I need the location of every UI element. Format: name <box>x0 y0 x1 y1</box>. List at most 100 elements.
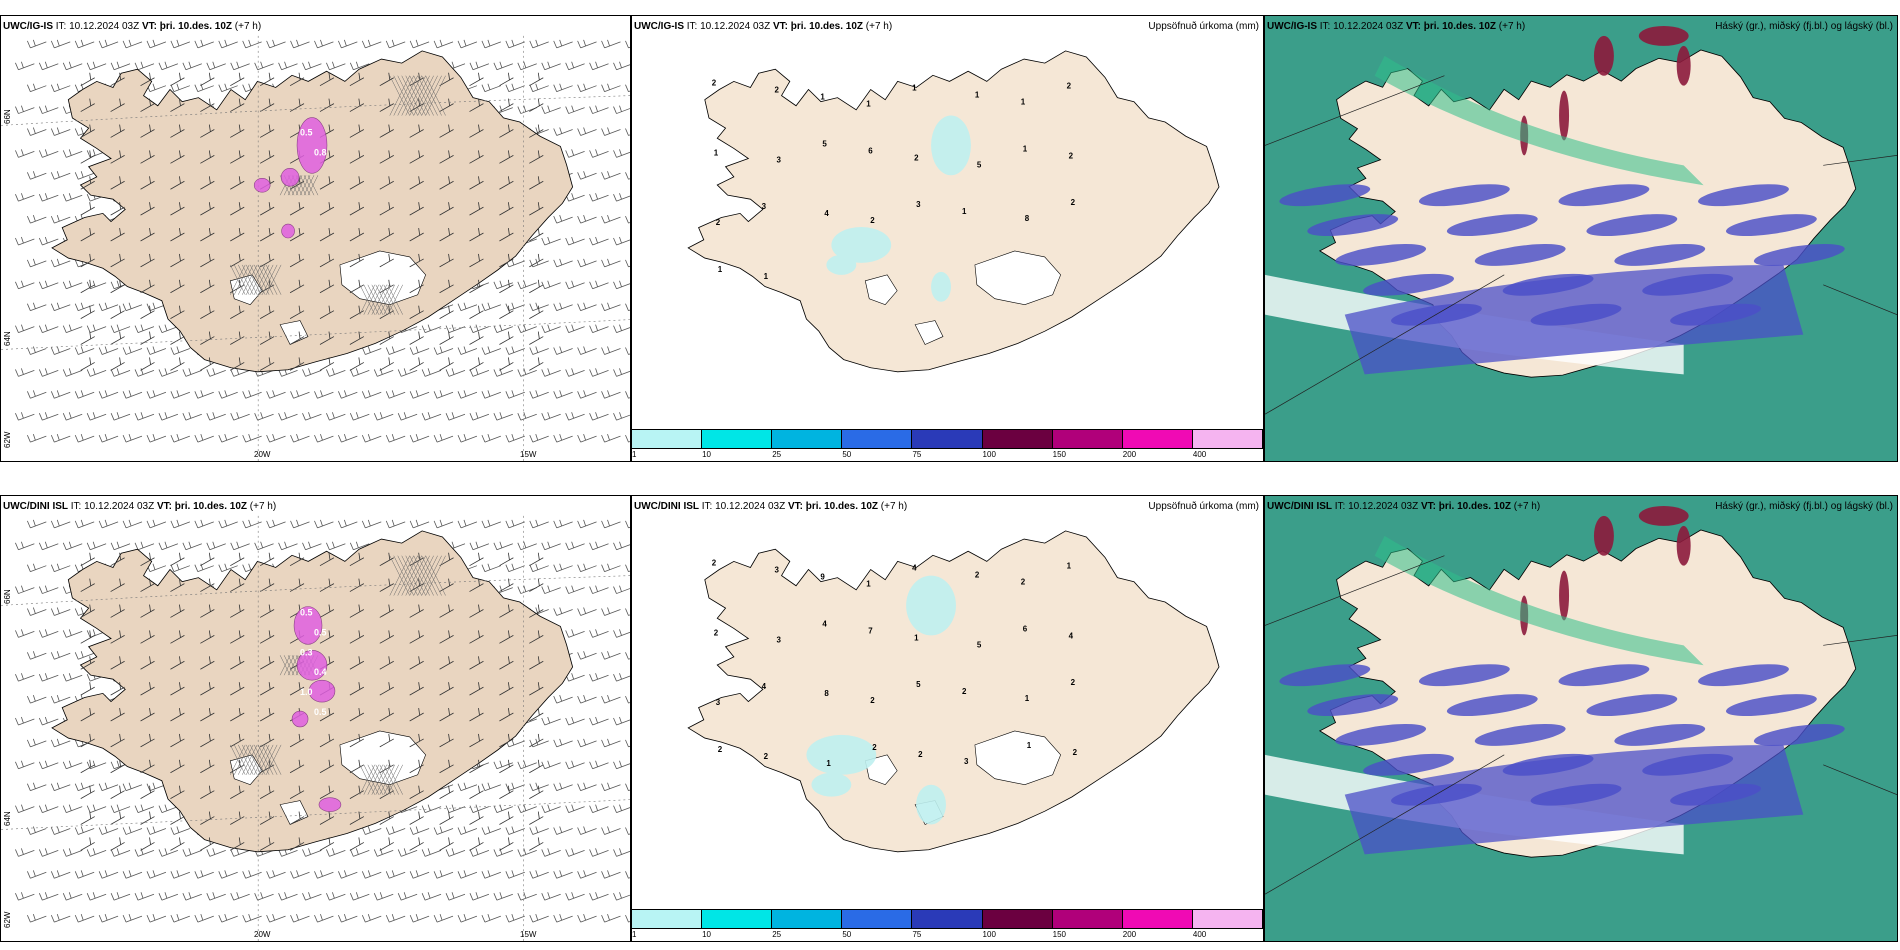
colorbar-tick: 75 <box>912 450 922 459</box>
wind-snow-map-panel-row2: UWC/DINI ISL IT: 10.12.2024 03Z VT: þri.… <box>0 495 631 942</box>
colorbar-segment <box>772 910 843 928</box>
valid-time: þri. 10.des. 10Z <box>159 21 233 32</box>
precip-value-label: 2 <box>716 218 721 227</box>
precip-value-label: 1 <box>962 207 967 216</box>
precip-value-label: 2 <box>870 216 875 225</box>
colorbar-tick: 400 <box>1192 450 1207 459</box>
precip-value-label: 2 <box>1069 151 1074 160</box>
precip-value-label: 1 <box>866 100 871 109</box>
precip-value-label: 4 <box>762 682 767 691</box>
snow-value-label: 0.3 <box>300 647 312 657</box>
colorbar-tick: 50 <box>842 450 852 459</box>
precip-value-label: 1 <box>975 91 980 100</box>
colorbar-segment <box>1192 910 1263 928</box>
snow-value-label: 0.5 <box>314 707 326 717</box>
precip-value-label: 1 <box>718 265 723 274</box>
precip-value-label: 2 <box>1021 578 1026 587</box>
snow-value-label: 0.5 <box>300 607 312 617</box>
lead-time: (+7 h) <box>249 501 277 512</box>
precip-value-label: 3 <box>762 202 767 211</box>
cloud-map-panel-row1: UWC/IG-IS IT: 10.12.2024 03Z VT: þri. 10… <box>1264 15 1898 462</box>
colorbar-tick: 200 <box>1122 930 1137 939</box>
precip-colorbar <box>632 429 1263 449</box>
colorbar-tick: 25 <box>772 930 782 939</box>
snow-value-label: 1.0 <box>300 687 312 697</box>
precip-value-label: 2 <box>764 752 769 761</box>
precip-value-label: 9 <box>820 573 825 582</box>
precip-value-label: 6 <box>868 146 873 155</box>
wind-barb-map: 0.50.8 <box>1 35 630 461</box>
precip-colorbar <box>632 909 1263 929</box>
panel-header: UWC/DINI ISL IT: 10.12.2024 03Z VT: þri.… <box>634 501 1259 512</box>
colorbar-tick: 100 <box>982 450 996 459</box>
panel-header: UWC/IG-IS IT: 10.12.2024 03Z VT: þri. 10… <box>3 21 262 32</box>
precip-value-label: 2 <box>775 86 780 95</box>
precip-value-label: 3 <box>775 566 780 575</box>
lat-label-62w: 62W <box>3 431 12 448</box>
colorbar-segment <box>772 430 843 448</box>
colorbar-tick: 1 <box>632 930 637 939</box>
colorbar-segment <box>912 430 983 448</box>
colorbar-tick: 1 <box>632 450 637 459</box>
precip-value-label: 2 <box>1071 678 1076 687</box>
precip-value-label: 2 <box>1071 198 1076 207</box>
snow-value-label: 0.4 <box>314 667 326 677</box>
colorbar-tick-labels: 1 10 25 50 75 100 150 200 400 <box>632 450 1263 461</box>
colorbar-segment <box>1192 430 1263 448</box>
init-time: 10.12.2024 03Z <box>84 501 155 512</box>
init-time: 10.12.2024 03Z <box>69 21 140 32</box>
valid-time: þri. 10.des. 10Z <box>174 501 248 512</box>
panel-header: UWC/DINI ISL IT: 10.12.2024 03Z VT: þri.… <box>3 501 277 512</box>
model-name: UWC/IG-IS <box>3 21 53 32</box>
colorbar-tick: 25 <box>772 450 782 459</box>
panel-header: UWC/IG-IS IT: 10.12.2024 03Z VT: þri. 10… <box>1267 21 1893 32</box>
colorbar-segment <box>1052 430 1123 448</box>
precip-value-label: 2 <box>718 745 723 754</box>
colorbar-tick: 200 <box>1122 450 1137 459</box>
colorbar-tick-labels: 1 10 25 50 75 100 150 200 400 <box>632 930 1263 941</box>
precip-map: 2 2 1 1 1 1 1 2 1 3 5 6 2 5 1 2 2 3 4 2 3 1 8 2 1 1 <box>687 50 1220 373</box>
precip-value-label: 2 <box>712 559 717 568</box>
precip-map: 2 3 9 1 4 2 2 1 2 3 4 7 1 5 6 4 3 4 8 2 5 2 1 2 2 2 1 2 2 3 1 2 <box>687 530 1220 853</box>
colorbar-segment <box>702 430 773 448</box>
precip-value-label: 4 <box>912 564 917 573</box>
precip-value-label: 2 <box>872 743 877 752</box>
precip-value-label: 1 <box>866 580 871 589</box>
lon-label-15w: 15W <box>520 450 537 459</box>
snow-value-label: 0.8 <box>314 147 326 157</box>
precip-value-label: 7 <box>868 626 873 635</box>
colorbar-segment <box>982 430 1053 448</box>
precip-value-label: 2 <box>914 153 919 162</box>
model-name: UWC/DINI ISL <box>3 501 68 512</box>
colorbar-tick: 10 <box>702 930 712 939</box>
colorbar-segment <box>912 910 983 928</box>
precip-value-label: 3 <box>716 698 721 707</box>
precip-value-label: 3 <box>777 155 782 164</box>
colorbar-tick: 50 <box>842 930 852 939</box>
cloud-map <box>1265 496 1897 941</box>
wind-snow-map-panel-row1: UWC/IG-IS IT: 10.12.2024 03Z VT: þri. 10… <box>0 15 631 462</box>
precip-value-label: 1 <box>764 272 769 281</box>
precip-value-label: 1 <box>1021 98 1026 107</box>
colorbar-tick: 400 <box>1192 930 1207 939</box>
cloud-map-panel-row2: UWC/DINI ISL IT: 10.12.2024 03Z VT: þri.… <box>1264 495 1898 942</box>
precip-value-label: 5 <box>977 640 982 649</box>
colorbar-segment <box>702 910 773 928</box>
lead-time: (+7 h) <box>234 21 262 32</box>
colorbar-segment <box>842 430 913 448</box>
precip-value-label: 1 <box>1025 694 1030 703</box>
precip-value-label: 4 <box>1069 631 1074 640</box>
precip-value-label: 8 <box>1025 214 1030 223</box>
colorbar-segment <box>982 910 1053 928</box>
wind-barb-map: 0.50.50.30.41.00.5 <box>1 515 630 941</box>
precip-value-label: 5 <box>916 680 921 689</box>
precip-value-label: 1 <box>1027 741 1032 750</box>
colorbar-segment <box>1122 910 1193 928</box>
colorbar-tick: 75 <box>912 930 922 939</box>
colorbar-segment <box>1122 430 1193 448</box>
precip-value-label: 5 <box>977 160 982 169</box>
lat-label-64n: 64N <box>3 331 12 346</box>
precip-map-panel-row2: UWC/DINI ISL IT: 10.12.2024 03Z VT: þri.… <box>631 495 1264 942</box>
colorbar-segment <box>632 910 703 928</box>
colorbar-segment <box>1052 910 1123 928</box>
